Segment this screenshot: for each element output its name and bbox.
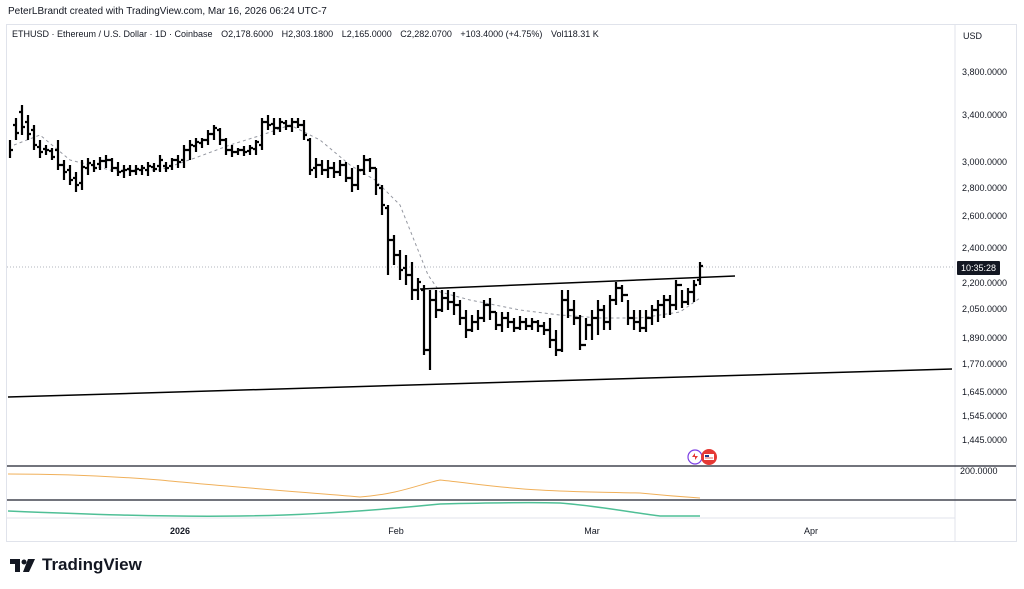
price-label: 2,050.0000: [962, 304, 1008, 314]
price-label: 3,800.0000: [962, 67, 1008, 77]
symbol-legend: ETHUSD · Ethereum / U.S. Dollar · 1D · C…: [12, 29, 605, 39]
high-value: H2,303.1800: [281, 29, 334, 39]
ohlc-bars: [8, 105, 703, 370]
tradingview-logo-icon: [10, 559, 35, 572]
tradingview-logo[interactable]: TradingView: [10, 555, 142, 575]
change-value: +103.4000 (+4.75%): [460, 29, 543, 39]
currency-selector[interactable]: USD: [963, 31, 983, 41]
price-label: 1,770.0000: [962, 359, 1008, 369]
neckline-trendline[interactable]: [419, 275, 736, 290]
time-label-feb: Feb: [388, 526, 404, 536]
price-label: 2,400.0000: [962, 243, 1008, 253]
economic-events-icon[interactable]: [685, 447, 721, 467]
open-value: O2,178.6000: [221, 29, 274, 39]
price-label: 2,600.0000: [962, 211, 1008, 221]
price-label: 1,445.0000: [962, 435, 1008, 445]
price-label: 1,645.0000: [962, 387, 1008, 397]
symbol-info[interactable]: ETHUSD · Ethereum / U.S. Dollar · 1D · C…: [12, 29, 213, 39]
low-value: L2,165.0000: [341, 29, 392, 39]
price-label: 3,400.0000: [962, 110, 1008, 120]
chart-frame: [6, 24, 1017, 542]
oscillator-line: [7, 501, 700, 517]
moving-average-line: [13, 124, 701, 319]
price-label: 2,200.0000: [962, 278, 1008, 288]
indicator-value: 200.0000: [960, 466, 998, 476]
price-label: 1,545.0000: [962, 411, 1008, 421]
time-label-year: 2026: [169, 526, 191, 536]
chart-byline: PeterLBrandt created with TradingView.co…: [8, 6, 327, 17]
volume-ma-line: [7, 473, 701, 499]
time-label-apr: Apr: [803, 526, 819, 536]
bar-countdown-tag: 10:35:28: [957, 261, 1001, 275]
close-value: C2,282.0700: [400, 29, 452, 39]
price-label: 1,890.0000: [962, 333, 1008, 343]
lower-trendline[interactable]: [7, 368, 953, 398]
logo-text: TradingView: [42, 555, 142, 574]
price-label: 3,000.0000: [962, 157, 1008, 167]
price-label: 2,800.0000: [962, 183, 1008, 193]
volume-value: Vol118.31 K: [550, 29, 599, 39]
time-label-mar: Mar: [584, 526, 600, 536]
